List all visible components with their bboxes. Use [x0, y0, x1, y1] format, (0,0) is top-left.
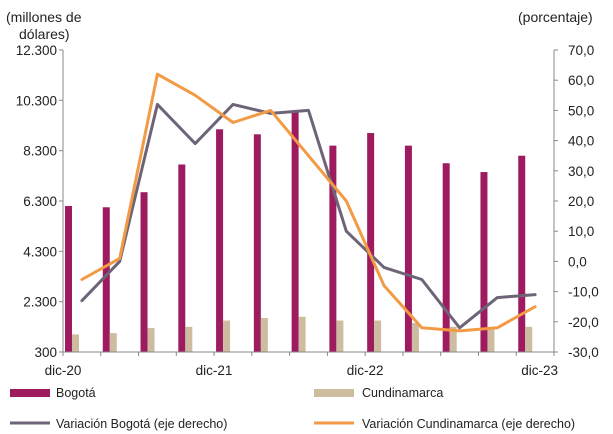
- left-tick-label: 8.300: [23, 144, 57, 159]
- line-series: [80, 72, 537, 333]
- right-tick-label: -10,0: [568, 285, 599, 300]
- left-tick-label: 12.300: [16, 43, 57, 58]
- right-tick-label: 60,0: [568, 73, 594, 88]
- bar-bogota: [480, 172, 488, 352]
- x-tick-label: dic-22: [347, 363, 384, 378]
- x-axis-ticks: dic-20 dic-21 dic-22 dic-23: [45, 352, 558, 378]
- bar-cundinamarca: [374, 320, 382, 352]
- bar-bogota: [329, 145, 337, 352]
- left-tick-label: 10.300: [16, 93, 57, 108]
- right-tick-label: 70,0: [568, 43, 594, 58]
- bar-bogota: [291, 110, 299, 353]
- bar-cundinamarca: [72, 334, 79, 352]
- left-axis-unit-line1: (millones de: [6, 9, 82, 25]
- left-tick-label: 2.300: [23, 295, 57, 310]
- line-var-bogota: [80, 102, 537, 330]
- right-tick-label: 50,0: [568, 103, 594, 118]
- bar-bogota: [65, 206, 72, 352]
- bar-bogota: [518, 155, 526, 352]
- x-tick-label: dic-21: [196, 363, 233, 378]
- bars-cundinamarca: [72, 316, 533, 352]
- right-tick-label: -20,0: [568, 315, 599, 330]
- bar-bogota: [367, 133, 375, 352]
- right-tick-label: 0,0: [568, 254, 587, 269]
- left-tick-label: 4.300: [23, 244, 57, 259]
- legend-swatch-cundinamarca: [314, 389, 354, 397]
- right-tick-label: 30,0: [568, 164, 594, 179]
- left-axis-ticks: 300 2.300 4.300 6.300 8.300 10.300 12.300: [16, 43, 63, 360]
- bar-cundinamarca: [147, 328, 155, 352]
- bar-bogota: [404, 145, 412, 352]
- bar-cundinamarca: [223, 320, 231, 352]
- left-axis-unit-line2: dólares): [19, 26, 70, 42]
- legend-swatch-bogota: [10, 389, 50, 397]
- bar-cundinamarca: [260, 318, 268, 352]
- right-axis-unit: (porcentaje): [518, 9, 593, 25]
- bar-bogota: [102, 207, 110, 352]
- bar-cundinamarca: [411, 323, 419, 352]
- x-tick-label: dic-23: [521, 363, 558, 378]
- right-tick-label: 10,0: [568, 224, 594, 239]
- bar-cundinamarca: [185, 326, 193, 352]
- bar-cundinamarca: [449, 326, 457, 352]
- bar-cundinamarca: [298, 316, 306, 352]
- bar-bogota: [216, 129, 224, 352]
- bar-cundinamarca: [487, 328, 495, 352]
- bar-bogota: [442, 163, 450, 352]
- right-tick-label: 40,0: [568, 134, 594, 149]
- bar-cundinamarca: [525, 326, 533, 352]
- legend-label-cundinamarca: Cundinamarca: [362, 386, 443, 400]
- right-tick-label: 20,0: [568, 194, 594, 209]
- bar-cundinamarca: [109, 333, 117, 352]
- bar-bogota: [178, 164, 186, 352]
- x-tick-label: dic-20: [45, 363, 82, 378]
- bar-cundinamarca: [336, 320, 344, 352]
- left-tick-label: 300: [34, 345, 57, 360]
- right-axis-ticks: -30,0 -20,0 -10,0 0,0 10,0 20,0 30,0 40,0 50,0 60…: [554, 43, 599, 360]
- line-var-cundinamarca: [80, 72, 537, 333]
- left-tick-label: 6.300: [23, 194, 57, 209]
- legend-label-bogota: Bogotá: [56, 386, 96, 400]
- legend-label-var-bogota: Variación Bogotá (eje derecho): [56, 417, 227, 431]
- bar-bogota: [140, 192, 148, 352]
- right-tick-label: -30,0: [568, 345, 599, 360]
- bar-bogota: [253, 134, 261, 352]
- legend: Bogotá Cundinamarca Variación Bogotá (ej…: [10, 386, 575, 431]
- legend-label-var-cundinamarca: Variación Cundinamarca (eje derecho): [362, 417, 575, 431]
- bars-bogota: [65, 110, 526, 353]
